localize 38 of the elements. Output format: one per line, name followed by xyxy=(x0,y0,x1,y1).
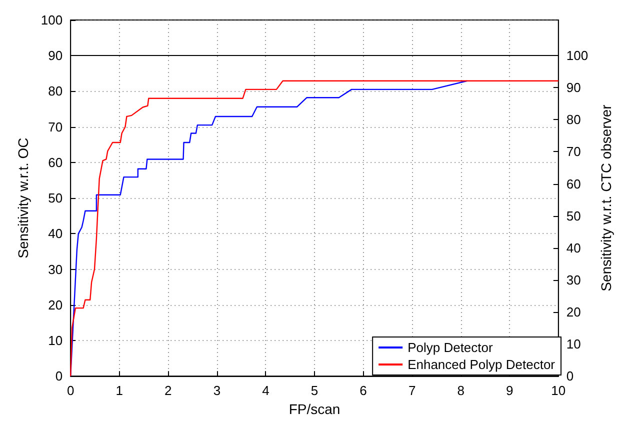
x-tick-label: 10 xyxy=(551,383,566,398)
x-tick-label: 4 xyxy=(262,383,270,398)
x-tick-label: 8 xyxy=(457,383,464,398)
y-tick-label: 40 xyxy=(48,226,63,242)
y-tick-label: 80 xyxy=(48,84,63,99)
y2-tick-label: 20 xyxy=(566,304,581,320)
y2-tick-label: 100 xyxy=(566,48,588,64)
y2-tick-label: 10 xyxy=(566,336,581,352)
y-tick-label: 70 xyxy=(48,119,63,134)
x-tick-label: 6 xyxy=(360,383,367,398)
y2-tick-label: 80 xyxy=(566,112,581,128)
x-tick-label: 1 xyxy=(116,383,123,398)
y-tick-label: 100 xyxy=(40,12,63,28)
y-axis-title: Sensitivity w.r.t. OC xyxy=(15,138,31,258)
y2-tick-label: 50 xyxy=(566,208,581,224)
y2-axis-title: Sensitivity w.r.t. CTC observer xyxy=(598,104,614,292)
x-tick-label: 7 xyxy=(408,383,416,398)
y-tick-label: 60 xyxy=(48,154,63,170)
y2-tick-label: 0 xyxy=(566,368,574,384)
y2-tick-label: 60 xyxy=(566,176,581,192)
y-tick-label: 50 xyxy=(48,190,63,206)
y2-tick-label: 30 xyxy=(566,272,581,288)
x-axis-title: FP/scan xyxy=(288,401,340,417)
y-tick-label: 10 xyxy=(48,332,63,348)
y2-tick-label: 40 xyxy=(566,240,581,256)
y2-tick-label: 90 xyxy=(566,80,581,96)
y-tick-label: 30 xyxy=(48,262,63,277)
x-tick-label: 0 xyxy=(66,383,74,398)
y-tick-label: 20 xyxy=(48,297,63,312)
legend-label: Enhanced Polyp Detector xyxy=(408,357,556,372)
y-tick-label: 90 xyxy=(48,48,63,64)
x-tick-label: 2 xyxy=(164,383,172,398)
x-tick-label: 3 xyxy=(213,383,221,398)
legend-label: Polyp Detector xyxy=(408,340,494,355)
y2-tick-label: 70 xyxy=(566,144,581,160)
x-tick-label: 9 xyxy=(506,383,514,398)
y-tick-label: 0 xyxy=(55,368,63,384)
x-tick-label: 5 xyxy=(310,383,318,398)
